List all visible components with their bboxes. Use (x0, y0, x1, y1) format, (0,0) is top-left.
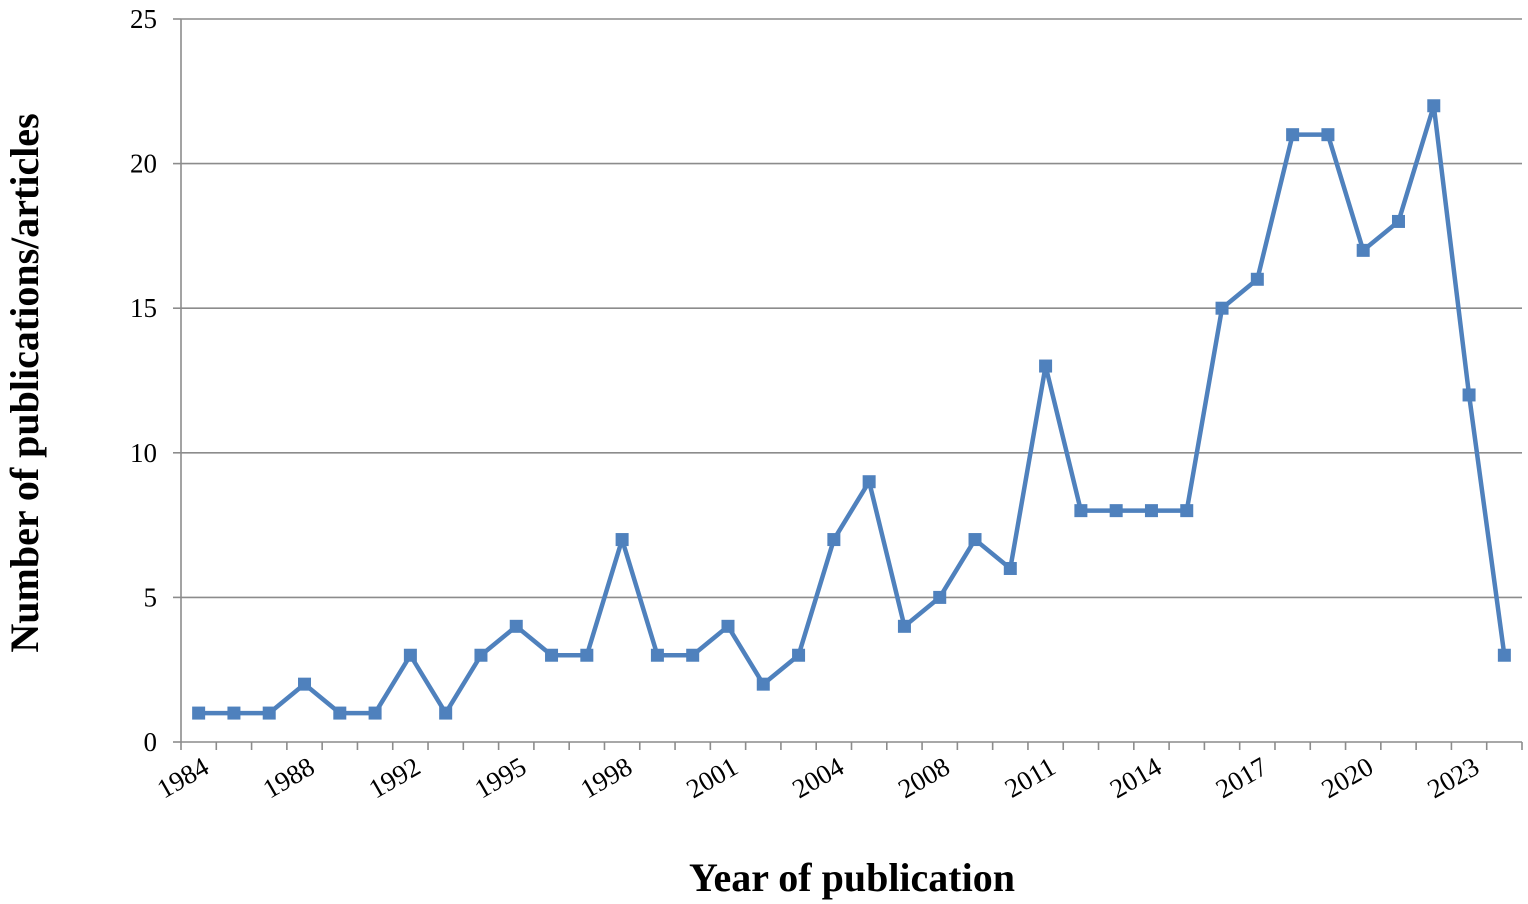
data-point (1215, 301, 1229, 315)
data-point (545, 648, 559, 662)
data-point (1109, 504, 1123, 518)
x-axis-title: Year of publication (689, 855, 1015, 900)
x-tick-label: 1988 (258, 751, 320, 804)
y-tick-label: 10 (130, 438, 157, 468)
gridlines (181, 18, 1522, 599)
data-point (298, 677, 312, 691)
data-point (403, 648, 417, 662)
data-point (1180, 504, 1194, 518)
data-point (192, 706, 206, 720)
data-point (862, 475, 876, 489)
y-tick-label: 20 (130, 149, 157, 179)
y-tick-label: 25 (130, 4, 157, 34)
data-series (192, 99, 1511, 720)
data-point (333, 706, 347, 720)
data-point (1144, 504, 1158, 518)
x-tick-label: 2023 (1422, 751, 1484, 804)
data-point (1286, 128, 1300, 142)
data-point (1427, 99, 1441, 113)
x-tick-label: 1984 (152, 751, 214, 804)
data-point (509, 619, 523, 633)
data-point (1003, 561, 1017, 575)
x-tick-label: 2014 (1105, 751, 1167, 804)
data-point (580, 648, 594, 662)
x-tick-label: 2001 (681, 751, 743, 804)
data-point (474, 648, 488, 662)
x-tick-label: 2020 (1316, 751, 1378, 804)
data-point (615, 533, 629, 547)
data-point (650, 648, 664, 662)
data-point (262, 706, 276, 720)
data-point (1321, 128, 1335, 142)
x-tick-label: 2008 (893, 751, 955, 804)
data-point (756, 677, 770, 691)
data-point (933, 590, 947, 604)
data-point (721, 619, 735, 633)
data-point (439, 706, 453, 720)
y-tick-label: 5 (144, 582, 158, 612)
axes (173, 18, 1523, 750)
data-point (1039, 359, 1053, 373)
data-point (1391, 214, 1405, 228)
data-point (686, 648, 700, 662)
x-tick-label: 1992 (364, 751, 426, 804)
x-tick-label: 1998 (575, 751, 637, 804)
y-axis-title: Number of publications/articles (2, 113, 47, 652)
data-point (1250, 272, 1264, 286)
data-point (1497, 648, 1511, 662)
y-tick-label: 0 (144, 727, 158, 757)
data-point (1462, 388, 1476, 402)
data-point (827, 533, 841, 547)
x-tick-label: 2011 (1000, 751, 1061, 803)
y-tick-label: 15 (130, 293, 157, 323)
data-point (897, 619, 911, 633)
data-point (1074, 504, 1088, 518)
data-point (792, 648, 806, 662)
data-point (368, 706, 382, 720)
x-tick-label: 1995 (469, 751, 531, 804)
x-tick-label: 2017 (1211, 751, 1273, 804)
data-point (1356, 243, 1370, 257)
series-line (198, 103, 1507, 716)
data-point (227, 706, 241, 720)
x-tick-labels: 1984 1988 1992 1995 1998 2001 2004 2008 2011 2014… (152, 751, 1484, 804)
x-tick-label: 2004 (787, 751, 849, 804)
data-point (968, 533, 982, 547)
y-tick-labels: 0 5 10 15 20 25 (130, 4, 157, 757)
